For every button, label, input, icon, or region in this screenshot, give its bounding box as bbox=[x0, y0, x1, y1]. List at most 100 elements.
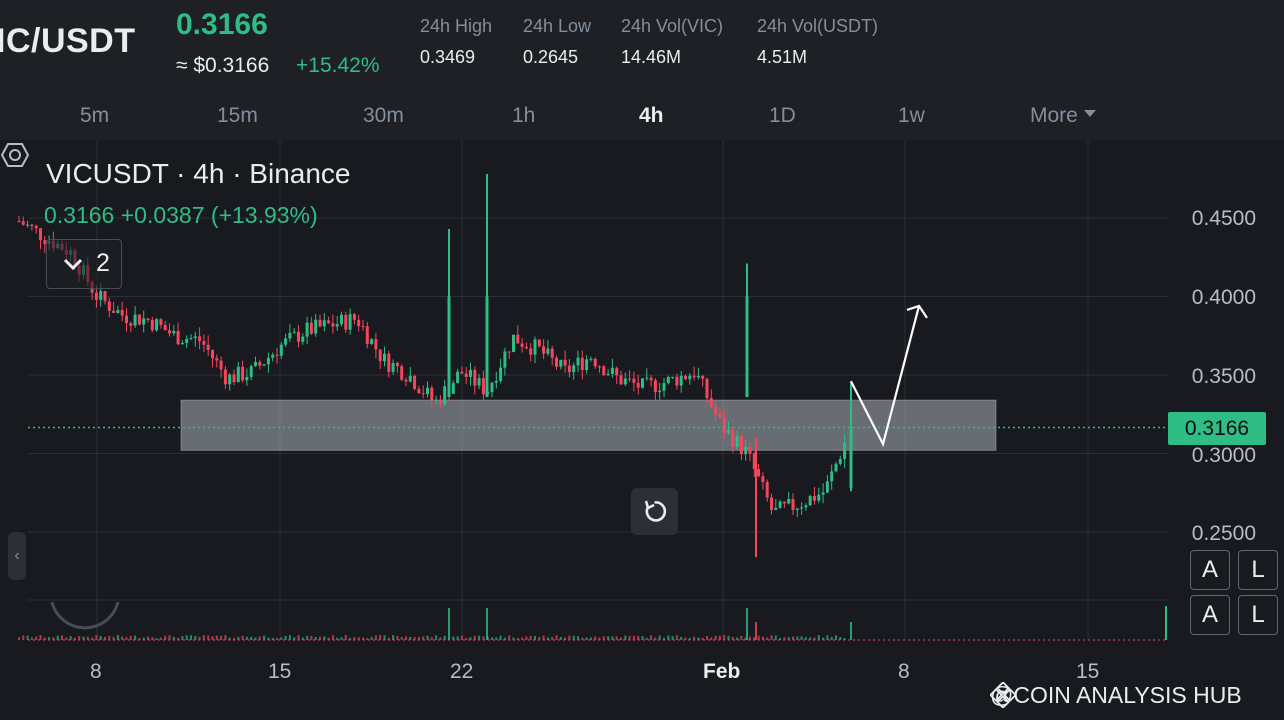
settings-icon[interactable] bbox=[0, 140, 30, 170]
price-chart[interactable]: VICUSDT · 4h · Binance 0.3166 +0.0387 (+… bbox=[0, 140, 1284, 720]
volume-bar bbox=[392, 635, 395, 640]
tab-15m[interactable]: 15m bbox=[217, 104, 258, 127]
volume-bar bbox=[632, 635, 635, 640]
volume-bar bbox=[568, 635, 571, 640]
projection-arrow-line bbox=[850, 305, 921, 448]
volume-bar bbox=[215, 635, 218, 640]
candle-body bbox=[834, 463, 838, 472]
auto-scale-button[interactable]: A bbox=[1190, 550, 1230, 590]
candle-body bbox=[198, 336, 202, 341]
candle-body bbox=[318, 319, 322, 327]
volume-bar bbox=[542, 635, 545, 640]
x-axis-label-month: Feb bbox=[703, 660, 741, 683]
stat-value: 0.3469 bbox=[420, 47, 476, 67]
log-scale-button[interactable]: L bbox=[1238, 550, 1278, 590]
volume-bar bbox=[116, 635, 119, 640]
volume-bar bbox=[718, 635, 721, 640]
candle-body bbox=[606, 373, 610, 376]
tab-30m[interactable]: 30m bbox=[363, 104, 404, 127]
candle-body bbox=[464, 373, 468, 377]
volume-bar bbox=[379, 635, 382, 640]
candle-body bbox=[580, 357, 584, 371]
trading-pair-title[interactable]: IC/USDT bbox=[0, 22, 136, 60]
tab-1d[interactable]: 1D bbox=[769, 104, 796, 127]
volume-log-scale-button[interactable]: L bbox=[1238, 595, 1278, 635]
candle-body bbox=[456, 371, 460, 384]
tab-1h[interactable]: 1h bbox=[512, 104, 536, 127]
volume-bar bbox=[198, 636, 201, 640]
x-axis-label: 8 bbox=[90, 660, 102, 683]
tab-more[interactable]: More bbox=[1030, 104, 1096, 128]
candle-body bbox=[791, 498, 795, 510]
volume-bar bbox=[220, 635, 223, 640]
volume-bar bbox=[645, 637, 648, 640]
candle-body bbox=[176, 330, 180, 345]
volume-bar bbox=[710, 637, 713, 640]
candle-body bbox=[155, 319, 159, 331]
candle-body bbox=[537, 339, 541, 347]
candle-body bbox=[266, 357, 270, 365]
volume-bar bbox=[555, 635, 558, 640]
candle-body bbox=[705, 378, 709, 399]
volume-bar bbox=[112, 636, 115, 640]
volume-bar bbox=[405, 636, 407, 640]
volume-bar bbox=[675, 635, 678, 640]
stat-label: 24h High bbox=[420, 16, 493, 36]
candle-body bbox=[331, 323, 335, 327]
stat-24h-low: 24h Low 0.2645 bbox=[523, 16, 591, 68]
candle-body bbox=[438, 399, 442, 405]
volume-bar bbox=[400, 637, 403, 640]
candle-body bbox=[309, 322, 313, 334]
y-axis-label: 0.4000 bbox=[1191, 286, 1256, 309]
candle-body bbox=[365, 326, 369, 345]
candle-body bbox=[503, 351, 507, 368]
reset-chart-button[interactable] bbox=[631, 488, 678, 535]
ohlc-legend: 0.3166 +0.0387 (+13.93%) bbox=[44, 202, 318, 228]
volume-bar bbox=[319, 636, 321, 640]
volume-bar bbox=[774, 635, 777, 640]
volume-bar bbox=[746, 608, 748, 640]
candle-body bbox=[383, 353, 386, 362]
candle-body bbox=[722, 417, 726, 433]
volume-bar bbox=[211, 636, 214, 640]
candle-body bbox=[404, 379, 408, 382]
volume-bar bbox=[323, 636, 326, 640]
candle-body bbox=[632, 378, 636, 383]
volume-auto-scale-button[interactable]: A bbox=[1190, 595, 1230, 635]
volume-bar bbox=[91, 637, 94, 640]
volume-bar bbox=[663, 637, 665, 640]
tab-1w[interactable]: 1w bbox=[898, 104, 925, 127]
volume-bar bbox=[129, 635, 132, 640]
candle-body bbox=[499, 367, 503, 381]
tab-5m[interactable]: 5m bbox=[80, 104, 110, 127]
volume-bar bbox=[800, 636, 803, 640]
volume-bar bbox=[65, 637, 68, 640]
y-axis-label: 0.3500 bbox=[1191, 365, 1256, 388]
candle-body bbox=[516, 334, 520, 344]
volume-bar bbox=[48, 637, 51, 640]
candle-body bbox=[34, 225, 38, 229]
volume-bar bbox=[796, 636, 799, 640]
candle-body bbox=[180, 343, 184, 345]
candle-body bbox=[159, 319, 163, 325]
candlestick-chart-canvas[interactable] bbox=[0, 140, 1284, 720]
volume-bar bbox=[577, 636, 579, 640]
candle-body bbox=[39, 228, 42, 241]
refresh-icon bbox=[644, 500, 667, 522]
overlay-circle-fragment bbox=[50, 601, 120, 630]
volume-bar bbox=[177, 637, 180, 640]
candle-body bbox=[370, 339, 374, 345]
volume-bar bbox=[370, 637, 373, 640]
volume-bar bbox=[99, 636, 102, 640]
last-candle-body bbox=[849, 427, 853, 489]
candle-body bbox=[821, 492, 825, 495]
tab-4h[interactable]: 4h bbox=[639, 104, 664, 127]
indicator-toggle[interactable]: 2 bbox=[46, 239, 122, 289]
candle-body bbox=[555, 357, 558, 367]
candle-body bbox=[116, 310, 120, 313]
volume-bar bbox=[276, 637, 278, 640]
drawing-toolbar-toggle[interactable]: ‹ bbox=[8, 532, 26, 580]
volume-bar-current bbox=[1165, 606, 1167, 640]
volume-bar bbox=[684, 637, 687, 640]
volume-bar bbox=[250, 636, 253, 640]
